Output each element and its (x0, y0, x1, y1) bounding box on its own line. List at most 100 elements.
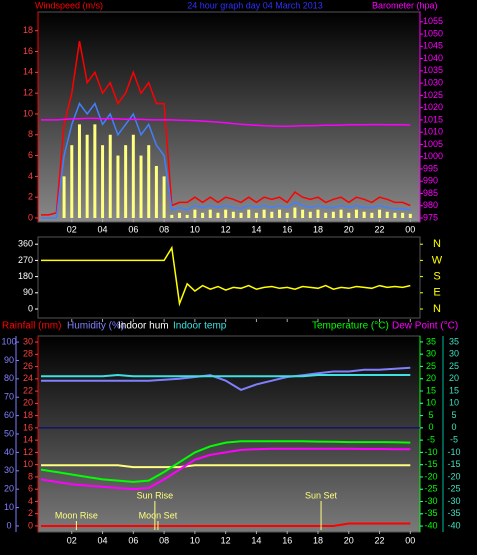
y-tick-label: -35 (447, 508, 460, 518)
bar (316, 209, 320, 218)
annotation: Moon Rise (55, 510, 98, 520)
x-tick-label: 08 (159, 535, 169, 545)
y-tick-label: 5 (451, 410, 456, 420)
series-line (41, 464, 411, 469)
x-tick-label: 20 (344, 535, 354, 545)
bar (354, 209, 358, 218)
y-tick-label: 1025 (423, 90, 443, 100)
series-line (41, 366, 411, 392)
bar (147, 145, 151, 218)
y-tick-label: 980 (423, 200, 438, 210)
x-tick-label: 02 (67, 224, 77, 234)
y-tick-label: -30 (424, 496, 437, 506)
y-tick-label: 180 (18, 271, 33, 281)
y-tick-label: 1005 (423, 139, 443, 149)
y-tick-label: -30 (447, 496, 460, 506)
y-tick-label: 270 (18, 255, 33, 265)
bar (77, 124, 81, 218)
y-tick-label: -15 (447, 459, 460, 469)
series-line (41, 40, 411, 216)
bar (370, 212, 374, 218)
legend-entry: Indoor temp (173, 321, 227, 332)
annotation: Sun Set (305, 490, 338, 500)
y-tick-label: 10 (426, 398, 436, 408)
y-tick-label: -20 (424, 471, 437, 481)
x-tick-label: 02 (67, 535, 77, 545)
y-tick-label: 975 (423, 212, 438, 222)
y-tick-label: 26 (23, 361, 33, 371)
annotation: Moon Set (139, 510, 178, 520)
y-tick-label: 4 (28, 496, 33, 506)
bar (293, 207, 297, 218)
y-tick-label: 1030 (423, 77, 443, 87)
y-tick-label: 16 (23, 422, 33, 432)
y-tick-label: 5 (428, 410, 433, 420)
bar (124, 145, 128, 218)
x-tick-label: 00 (405, 224, 415, 234)
y-tick-label: -5 (427, 434, 435, 444)
bar (170, 214, 174, 218)
y-tick-label: -35 (424, 508, 437, 518)
y-tick-label: 1020 (423, 102, 443, 112)
y-tick-label: 1035 (423, 65, 443, 75)
y-tick-label: 40 (4, 447, 14, 457)
y-tick-label: 0 (428, 422, 433, 432)
y-tick-label: 1010 (423, 127, 443, 137)
y-tick-label: 1000 (423, 151, 443, 161)
x-tick-label: 16 (282, 535, 292, 545)
y-tick-label: 20 (4, 484, 14, 494)
y-tick-label: 15 (426, 385, 436, 395)
y-tick-label: 4 (28, 171, 33, 181)
y-tick-label: 10 (23, 459, 33, 469)
y-tick-label: 80 (4, 373, 14, 383)
bar (154, 165, 158, 218)
y-tick-label: -10 (447, 447, 460, 457)
bar (393, 212, 397, 218)
bar (362, 211, 366, 218)
y-tick-label: 0 (28, 303, 33, 313)
series-line (40, 447, 411, 491)
y-tick-label: 18 (23, 25, 33, 35)
y-tick-label: 25 (426, 361, 436, 371)
bar (216, 212, 220, 218)
y-tick-label: 15 (449, 385, 459, 395)
y-tick-label: 990 (423, 176, 438, 186)
y-tick-label: 30 (23, 336, 33, 346)
x-tick-label: 22 (375, 535, 385, 545)
y-tick-label: 10 (449, 398, 459, 408)
bar (254, 212, 258, 218)
y-tick-label: 90 (23, 287, 33, 297)
y-tick-label: 12 (23, 88, 33, 98)
y-tick-label: 1015 (423, 114, 443, 124)
bar (70, 145, 74, 218)
y-tick-label: 50 (4, 428, 14, 438)
y-tick-label: 30 (426, 349, 436, 359)
y-tick-label: 8 (28, 471, 33, 481)
bar (347, 212, 351, 218)
y-tick-label: 20 (23, 398, 33, 408)
y-tick-label: 60 (4, 410, 14, 420)
y-tick-label: 30 (449, 349, 459, 359)
legend-entry: Rainfall (mm) (2, 321, 61, 332)
bar (324, 212, 328, 218)
x-tick-label: 18 (313, 224, 323, 234)
legend-entry: Temperature (°C) (312, 321, 389, 332)
bar (308, 211, 312, 218)
x-tick-label: 22 (375, 224, 385, 234)
bar (270, 211, 274, 218)
y-tick-label: 360 (18, 239, 33, 249)
y-tick-label: 25 (449, 361, 459, 371)
y-tick-label: 1045 (423, 41, 443, 51)
y-tick-label: S (433, 271, 440, 283)
x-tick-label: 08 (159, 224, 169, 234)
bar (278, 209, 282, 218)
y-tick-label: 2 (28, 508, 33, 518)
y-tick-label: 18 (23, 410, 33, 420)
x-tick-label: 12 (221, 224, 231, 234)
y-tick-label: N (433, 303, 441, 315)
y-tick-label: 2 (28, 192, 33, 202)
y-tick-label: 0 (28, 212, 33, 222)
y-tick-label: 100 (1, 336, 16, 346)
pressure-label: Barometer (hpa) (372, 0, 438, 10)
bar (301, 209, 305, 218)
